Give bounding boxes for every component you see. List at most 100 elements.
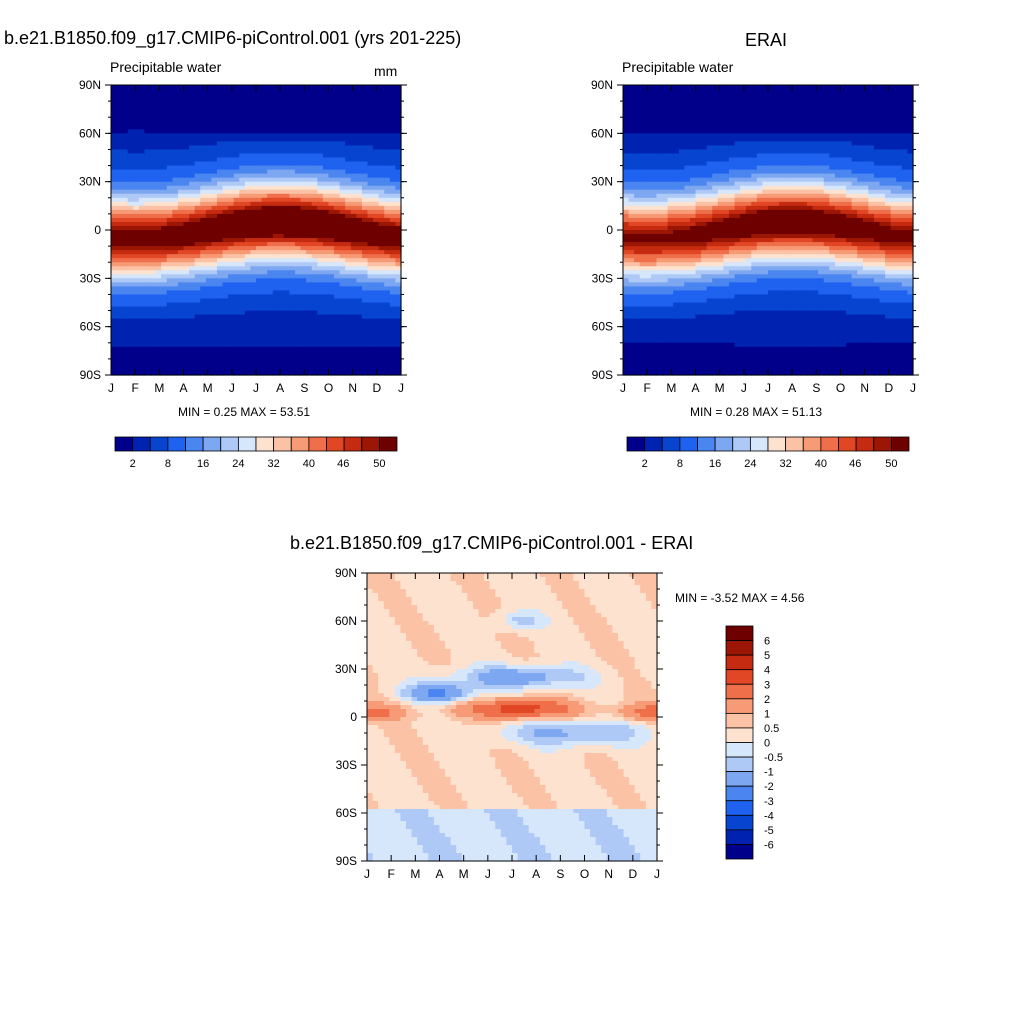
contour-cell: [278, 326, 285, 332]
x-tick-label: O: [324, 381, 333, 395]
contour-cell: [283, 254, 291, 259]
contour-cell: [211, 234, 218, 239]
contour-cell: [289, 286, 296, 292]
contour-cell: [283, 370, 291, 376]
contour-cell: [395, 310, 402, 316]
contour-cell: [216, 282, 224, 287]
contour-cell: [667, 298, 674, 304]
contour-cell: [150, 113, 157, 118]
contour-cell: [211, 177, 218, 183]
contour-cell: [695, 145, 702, 151]
contour-cell: [645, 193, 652, 199]
contour-cell: [295, 121, 302, 126]
contour-cell: [656, 117, 663, 122]
contour-cell: [361, 169, 369, 175]
contour-cell: [283, 250, 291, 255]
contour-cell: [144, 201, 151, 207]
contour-cell: [239, 185, 246, 191]
contour-cell: [662, 165, 669, 171]
contour-cell: [695, 250, 702, 255]
contour-cell: [361, 350, 369, 356]
contour-cell: [673, 338, 680, 344]
contour-cell: [205, 149, 212, 155]
contour-cell: [183, 117, 190, 122]
contour-cell: [300, 133, 307, 138]
contour-cell: [155, 350, 162, 356]
contour-cell: [166, 165, 173, 171]
contour-cell: [311, 346, 318, 352]
contour-cell: [177, 93, 185, 98]
contour-cell: [345, 117, 352, 122]
contour-cell: [261, 137, 268, 142]
contour-cell: [300, 189, 307, 195]
contour-cell: [623, 225, 630, 231]
contour-cell: [367, 306, 374, 312]
contour-cell: [183, 310, 190, 316]
contour-cell: [256, 230, 263, 235]
contour-cell: [623, 266, 630, 271]
contour-cell: [356, 193, 363, 199]
contour-cell: [200, 358, 207, 364]
contour-cell: [361, 290, 369, 296]
contour-cell: [367, 165, 374, 171]
contour-cell: [289, 246, 296, 251]
contour-cell: [228, 217, 235, 223]
contour-cell: [161, 334, 168, 340]
contour-cell: [367, 161, 374, 167]
contour-cell: [183, 286, 190, 292]
contour-cell: [384, 306, 391, 312]
contour-cell: [194, 350, 201, 356]
contour-cell: [116, 101, 123, 106]
contour-cell: [300, 330, 307, 336]
contour-cell: [339, 125, 346, 130]
contour-cell: [645, 161, 652, 167]
contour-cell: [200, 209, 207, 215]
contour-cell: [189, 121, 196, 126]
contour-cell: [144, 97, 151, 102]
contour-cell: [272, 145, 279, 151]
contour-cell: [317, 366, 324, 372]
contour-cell: [228, 230, 235, 235]
contour-cell: [239, 334, 246, 340]
contour-cell: [656, 209, 663, 215]
contour-cell: [345, 362, 352, 368]
contour-cell: [689, 97, 697, 102]
contour-cell: [684, 165, 691, 171]
contour-cell: [645, 346, 652, 352]
contour-cell: [689, 209, 697, 215]
contour-cell: [345, 242, 352, 247]
contour-cell: [623, 366, 630, 372]
contour-cell: [317, 181, 324, 187]
contour-cell: [673, 173, 680, 179]
contour-cell: [645, 113, 652, 118]
contour-cell: [306, 262, 313, 267]
contour-cell: [634, 173, 641, 179]
contour-cell: [662, 129, 669, 134]
contour-cell: [122, 318, 129, 324]
contour-cell: [166, 225, 173, 231]
contour-cell: [289, 225, 296, 231]
contour-cell: [345, 169, 352, 175]
contour-cell: [183, 209, 190, 215]
contour-cell: [684, 169, 691, 175]
contour-cell: [701, 310, 708, 316]
x-tick-label: J: [253, 381, 259, 395]
contour-cell: [250, 85, 257, 90]
contour-cell: [395, 145, 402, 151]
contour-cell: [328, 185, 335, 191]
contour-cell: [678, 326, 685, 332]
contour-cell: [639, 246, 646, 251]
contour-cell: [623, 137, 630, 142]
contour-cell: [656, 298, 663, 304]
contour-cell: [300, 274, 307, 279]
contour-cell: [177, 262, 185, 267]
contour-cell: [684, 133, 691, 138]
contour-cell: [384, 185, 391, 191]
contour-cell: [695, 358, 702, 364]
contour-cell: [256, 238, 263, 243]
contour-cell: [322, 310, 330, 316]
contour-cell: [272, 318, 279, 324]
contour-cell: [662, 238, 669, 243]
contour-cell: [250, 197, 257, 203]
contour-cell: [150, 330, 157, 336]
